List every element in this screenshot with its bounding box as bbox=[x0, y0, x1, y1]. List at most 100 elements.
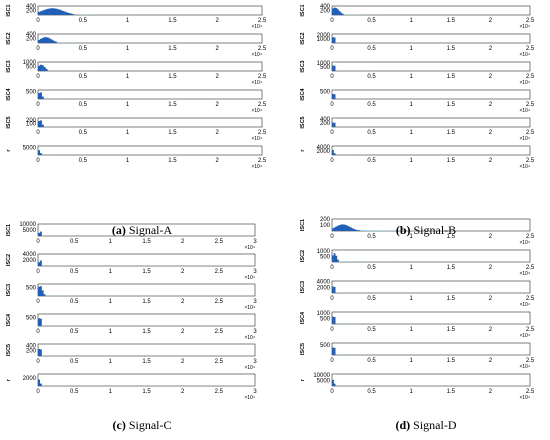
x-tick-label: 2 bbox=[181, 329, 185, 335]
histogram-bar bbox=[47, 37, 50, 43]
caption-d: (d) Signal-D bbox=[326, 418, 526, 433]
x-exponent-label: ×10⁴ bbox=[519, 333, 530, 339]
x-tick-label: 0 bbox=[330, 358, 334, 364]
histogram-bar bbox=[358, 230, 361, 231]
y-tick-label: 500 bbox=[320, 90, 331, 96]
histogram-bar bbox=[346, 225, 349, 231]
x-tick-label: 2.5 bbox=[258, 46, 267, 52]
y-tick-label: 5000 bbox=[317, 379, 331, 385]
histogram-bar bbox=[41, 290, 44, 296]
x-tick-label: 0.5 bbox=[367, 18, 376, 24]
y-tick-label: 10000 bbox=[313, 373, 330, 379]
histogram-bar bbox=[333, 122, 336, 127]
x-exponent-label: ×10⁴ bbox=[244, 275, 255, 281]
histogram-bar bbox=[332, 316, 334, 324]
x-tick-label: 1 bbox=[126, 74, 130, 80]
histogram-bar bbox=[71, 13, 74, 15]
y-tick-label: 500 bbox=[320, 255, 331, 261]
histogram-bar bbox=[39, 318, 42, 326]
x-tick-label: 0 bbox=[330, 327, 334, 333]
x-tick-label: 2.5 bbox=[526, 158, 535, 164]
x-tick-label: 0 bbox=[36, 74, 40, 80]
x-tick-label: 2.5 bbox=[526, 265, 535, 271]
histogram-bar bbox=[41, 124, 44, 127]
histogram-bar bbox=[49, 8, 52, 15]
y-tick-label: 400 bbox=[26, 32, 37, 38]
plot-frame bbox=[331, 311, 531, 325]
x-tick-label: 2.5 bbox=[215, 299, 224, 305]
plot-frame bbox=[37, 253, 256, 267]
x-tick-label: 0 bbox=[36, 299, 40, 305]
x-tick-label: 0.5 bbox=[79, 158, 88, 164]
histogram-bar bbox=[341, 224, 344, 231]
histogram-bar bbox=[333, 347, 336, 355]
x-tick-label: 0.5 bbox=[367, 102, 376, 108]
x-tick-label: 1.5 bbox=[142, 269, 151, 275]
histogram-bar bbox=[43, 66, 46, 71]
histogram-bar bbox=[43, 294, 46, 296]
y-tick-label: 1000 bbox=[317, 249, 331, 255]
y-tick-label: 200 bbox=[26, 349, 37, 355]
x-tick-label: 2.5 bbox=[258, 102, 267, 108]
histogram-bar bbox=[54, 8, 57, 15]
y-tick-label: 500 bbox=[26, 315, 37, 321]
x-tick-label: 0 bbox=[36, 359, 40, 365]
histogram-bar bbox=[332, 65, 334, 71]
x-tick-label: 1 bbox=[410, 158, 414, 164]
x-tick-label: 1 bbox=[410, 296, 414, 302]
x-tick-label: 2 bbox=[181, 269, 185, 275]
y-tick-label: 1000 bbox=[317, 37, 331, 43]
x-tick-label: 2 bbox=[216, 18, 220, 24]
x-tick-label: 2.5 bbox=[215, 389, 224, 395]
histogram-bar bbox=[38, 93, 41, 99]
histogram-bar bbox=[41, 37, 44, 43]
series-label: ISC3 bbox=[300, 60, 306, 72]
y-tick-label: 500 bbox=[320, 65, 331, 71]
x-tick-label: 0 bbox=[36, 239, 40, 245]
histogram-bar bbox=[39, 383, 42, 386]
histogram-bar bbox=[38, 262, 41, 266]
histogram-bar bbox=[371, 230, 374, 231]
x-tick-label: 0 bbox=[36, 102, 40, 108]
x-tick-label: 0 bbox=[330, 389, 334, 395]
x-tick-label: 0.5 bbox=[70, 239, 79, 245]
histogram-bar bbox=[356, 230, 359, 231]
histogram-bar bbox=[369, 230, 372, 231]
plot-frame bbox=[331, 373, 531, 387]
histogram-bar bbox=[333, 383, 336, 386]
y-tick-label: 4000 bbox=[317, 145, 331, 151]
histogram-bar bbox=[333, 253, 336, 262]
x-tick-label: 2.5 bbox=[258, 130, 267, 136]
x-tick-label: 0 bbox=[330, 296, 334, 302]
caption-c-letter: (c) bbox=[112, 418, 126, 432]
plot-frame bbox=[331, 5, 531, 16]
x-tick-label: 0.5 bbox=[70, 329, 79, 335]
x-exponent-label: ×10⁴ bbox=[519, 240, 530, 246]
y-tick-label: 200 bbox=[320, 217, 331, 223]
histogram-bar bbox=[39, 286, 42, 296]
histogram-bar bbox=[60, 10, 63, 15]
histogram-bar bbox=[341, 13, 344, 15]
histogram-bar bbox=[51, 39, 54, 43]
x-tick-label: 2 bbox=[489, 18, 493, 24]
x-exponent-label: ×10⁴ bbox=[519, 395, 530, 401]
plot-frame bbox=[331, 249, 531, 263]
y-tick-label: 5000 bbox=[23, 228, 37, 234]
plot-frame bbox=[37, 33, 263, 44]
plot-frame bbox=[37, 283, 256, 297]
y-tick-label: 1000 bbox=[317, 311, 331, 317]
caption-c-title: Signal-C bbox=[128, 418, 172, 432]
x-exponent-label: ×10⁴ bbox=[251, 52, 262, 58]
histogram-bar bbox=[38, 233, 41, 236]
x-tick-label: 1.5 bbox=[168, 102, 177, 108]
x-tick-label: 1.5 bbox=[447, 130, 456, 136]
histogram-bar bbox=[348, 226, 351, 231]
x-tick-label: 1 bbox=[410, 18, 414, 24]
histogram-bar bbox=[361, 230, 364, 231]
series-label: ISC5 bbox=[6, 344, 12, 356]
histogram-bar bbox=[332, 93, 334, 99]
x-tick-label: 1 bbox=[410, 130, 414, 136]
plot-frame bbox=[37, 145, 263, 156]
x-exponent-label: ×10⁴ bbox=[519, 108, 530, 114]
x-tick-label: 0.5 bbox=[79, 102, 88, 108]
